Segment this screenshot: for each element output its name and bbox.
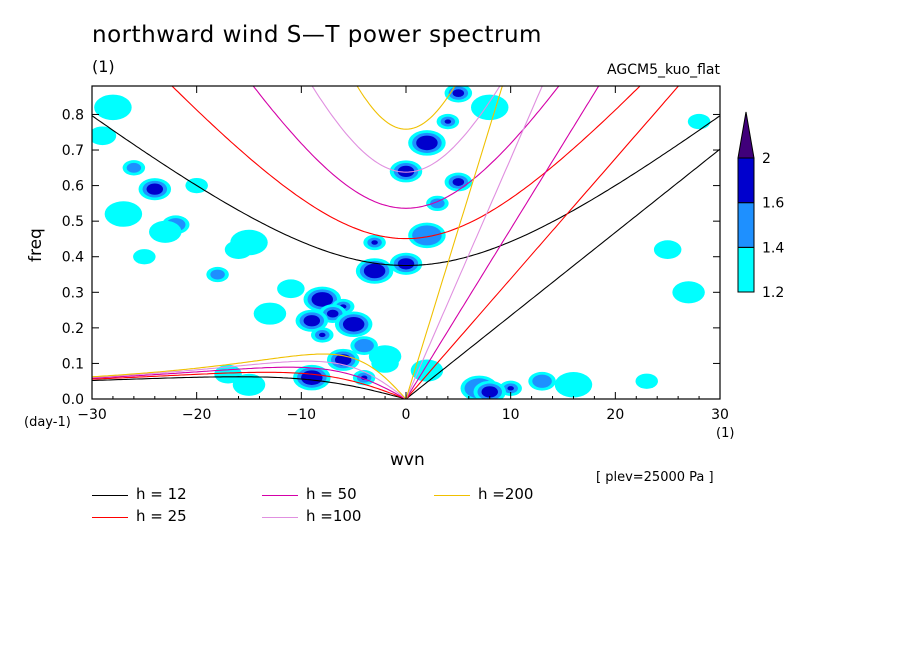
contour-patch bbox=[224, 240, 253, 259]
y-tick-label: 0.0 bbox=[62, 392, 84, 408]
y-axis-label: freq bbox=[26, 228, 46, 262]
contour-patch bbox=[389, 252, 423, 275]
contour-patch bbox=[408, 130, 446, 156]
x-unit-right: (1) bbox=[716, 426, 735, 441]
y-tick-label: 0.1 bbox=[62, 356, 84, 372]
rossby-curve-h200 bbox=[92, 353, 407, 399]
x-tick-label: −20 bbox=[182, 407, 212, 423]
contour-patch bbox=[444, 86, 473, 103]
contour-patch bbox=[104, 201, 143, 227]
x-tick-label: 30 bbox=[711, 407, 729, 423]
rossby-curve-h25 bbox=[92, 371, 407, 399]
y-tick-label: 0.7 bbox=[62, 143, 84, 159]
x-axis-label: wvn bbox=[390, 450, 425, 470]
y-tick-label: 0.4 bbox=[62, 250, 84, 266]
level-note: [ plev=25000 Pa ] bbox=[596, 470, 714, 485]
legend-swatch bbox=[434, 495, 470, 496]
legend-swatch bbox=[92, 495, 128, 496]
contour-patch bbox=[206, 266, 229, 283]
colorbar-label: 1.2 bbox=[762, 285, 784, 301]
legend-label: h = 25 bbox=[136, 507, 187, 525]
y-tick-label: 0.5 bbox=[62, 214, 84, 230]
contour-patch bbox=[122, 160, 146, 176]
legend-label: h =200 bbox=[478, 485, 534, 503]
legend-label: h =100 bbox=[306, 507, 362, 525]
x-tick-label: −30 bbox=[77, 407, 107, 423]
inertio-gravity-curve-h12 bbox=[92, 115, 720, 267]
contour-patch bbox=[94, 94, 132, 121]
inertio-gravity-curve-h100 bbox=[311, 86, 501, 173]
y-tick-label: 0.8 bbox=[62, 107, 84, 123]
x-tick-label: 0 bbox=[402, 407, 411, 423]
kelvin-curve-h12 bbox=[405, 148, 720, 399]
contour-patch bbox=[635, 373, 658, 389]
rossby-curve-h100 bbox=[92, 360, 407, 399]
plot-frame bbox=[91, 85, 721, 400]
legend-swatch bbox=[92, 517, 128, 518]
contour-patch bbox=[277, 279, 305, 299]
contour-patch bbox=[334, 311, 373, 338]
contour-patch bbox=[470, 94, 509, 121]
contour-patch bbox=[295, 309, 329, 332]
inertio-gravity-curve-h50 bbox=[252, 86, 560, 209]
x-tick-label: −10 bbox=[287, 407, 317, 423]
rossby-curve-h12 bbox=[92, 376, 407, 399]
kelvin-curve-h25 bbox=[405, 86, 680, 399]
contour-patch bbox=[653, 240, 682, 259]
contour-patch bbox=[408, 222, 446, 249]
y-tick-label: 0.2 bbox=[62, 321, 84, 337]
inertio-gravity-curve-h25 bbox=[171, 86, 641, 240]
y-tick-label: 0.6 bbox=[62, 179, 84, 195]
x-tick-label: 10 bbox=[502, 407, 520, 423]
legend-swatch bbox=[262, 495, 298, 496]
legend-label: h = 12 bbox=[136, 485, 187, 503]
x-tick-label: 20 bbox=[606, 407, 624, 423]
contour-patch bbox=[672, 281, 705, 304]
contour-patch bbox=[149, 220, 182, 243]
inertio-gravity-curve-h200 bbox=[356, 86, 456, 130]
contour-patch bbox=[444, 172, 473, 192]
colorbar-segment bbox=[737, 202, 755, 248]
y-tick-label: 0.3 bbox=[62, 285, 84, 301]
kelvin-curve-h50 bbox=[405, 86, 600, 399]
contour-patch bbox=[554, 372, 593, 398]
colorbar-label: 2 bbox=[762, 151, 771, 167]
contour-patch bbox=[253, 302, 287, 325]
contour-patch bbox=[92, 126, 117, 146]
contour-patch bbox=[473, 380, 506, 399]
legend-label: h = 50 bbox=[306, 485, 357, 503]
x-unit-left: (day-1) bbox=[24, 415, 71, 430]
contour-patch bbox=[138, 178, 172, 201]
colorbar-segment bbox=[737, 157, 755, 204]
contour-patch bbox=[528, 371, 556, 391]
colorbar-extend bbox=[737, 111, 755, 159]
contour-patch bbox=[436, 113, 460, 130]
colorbar-segment bbox=[737, 246, 755, 293]
contour-patch bbox=[311, 327, 334, 343]
chart-subtitle: (1) bbox=[92, 57, 115, 76]
colorbar-label: 1.6 bbox=[762, 196, 784, 212]
model-label: AGCM5_kuo_flat bbox=[607, 62, 720, 78]
contour-patch bbox=[293, 364, 331, 391]
contour-patch bbox=[687, 113, 711, 130]
legend-swatch bbox=[262, 517, 298, 518]
contour-patch bbox=[133, 249, 156, 265]
kelvin-curve-h100 bbox=[405, 86, 543, 399]
contour-patch bbox=[389, 160, 423, 183]
contour-patch bbox=[232, 373, 266, 396]
contour-patch bbox=[350, 336, 378, 355]
kelvin-curve-h200 bbox=[405, 86, 503, 399]
rossby-curve-h50 bbox=[92, 366, 407, 399]
contour-patch bbox=[368, 345, 402, 368]
chart-title: northward wind S—T power spectrum bbox=[92, 22, 542, 48]
contour-patch bbox=[355, 258, 394, 284]
contour-patch bbox=[363, 234, 386, 251]
colorbar-label: 1.4 bbox=[762, 240, 784, 256]
